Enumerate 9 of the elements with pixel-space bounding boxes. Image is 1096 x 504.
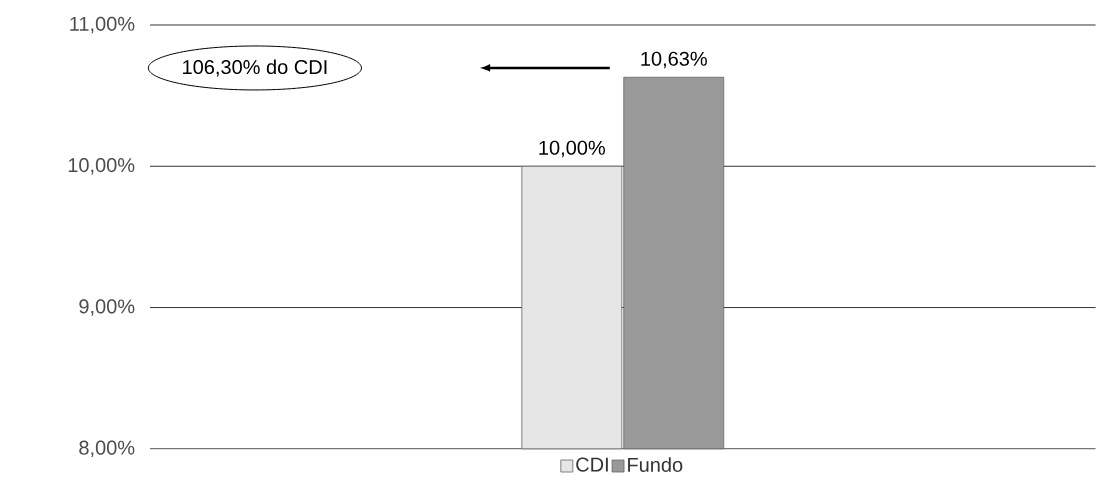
- annotation: 106,30% do CDI: [183, 59, 327, 77]
- data-label: 10,63%: [641, 51, 707, 69]
- legend-label: Fundo: [628, 457, 683, 473]
- y-tick-label: 10,00%: [68, 158, 135, 175]
- y-tick-label: 9,00%: [79, 299, 135, 316]
- data-label: 10,00%: [539, 140, 605, 158]
- y-tick-label: 8,00%: [79, 440, 135, 458]
- y-tick-label: 11,00%: [70, 16, 135, 34]
- legend-label: CDI: [576, 457, 608, 472]
